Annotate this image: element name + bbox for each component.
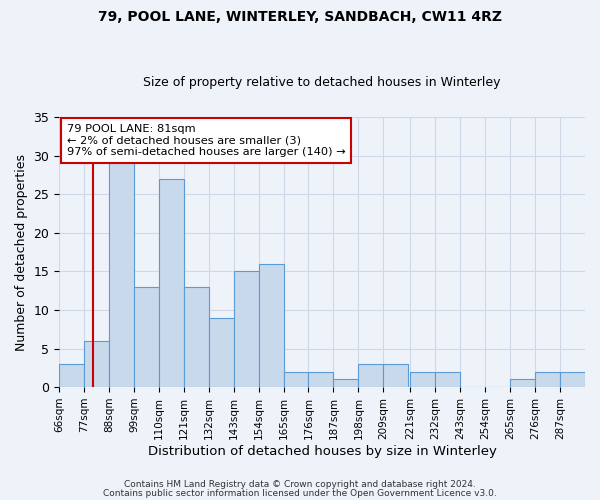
Bar	[358, 364, 383, 387]
Bar	[535, 372, 560, 387]
Bar	[209, 318, 233, 387]
X-axis label: Distribution of detached houses by size in Winterley: Distribution of detached houses by size …	[148, 444, 497, 458]
Y-axis label: Number of detached properties: Number of detached properties	[15, 154, 28, 350]
Bar	[109, 164, 134, 387]
Text: 79, POOL LANE, WINTERLEY, SANDBACH, CW11 4RZ: 79, POOL LANE, WINTERLEY, SANDBACH, CW11…	[98, 10, 502, 24]
Bar	[233, 272, 259, 387]
Bar	[383, 364, 408, 387]
Bar	[308, 372, 334, 387]
Bar	[184, 287, 209, 387]
Title: Size of property relative to detached houses in Winterley: Size of property relative to detached ho…	[143, 76, 501, 90]
Bar	[134, 287, 159, 387]
Bar	[284, 372, 308, 387]
Bar	[436, 372, 460, 387]
Text: Contains public sector information licensed under the Open Government Licence v3: Contains public sector information licen…	[103, 488, 497, 498]
Bar	[159, 179, 184, 387]
Bar	[410, 372, 436, 387]
Text: 79 POOL LANE: 81sqm
← 2% of detached houses are smaller (3)
97% of semi-detached: 79 POOL LANE: 81sqm ← 2% of detached hou…	[67, 124, 346, 157]
Bar	[510, 380, 535, 387]
Bar	[59, 364, 84, 387]
Bar	[259, 264, 284, 387]
Bar	[84, 341, 109, 387]
Bar	[560, 372, 585, 387]
Text: Contains HM Land Registry data © Crown copyright and database right 2024.: Contains HM Land Registry data © Crown c…	[124, 480, 476, 489]
Bar	[334, 380, 358, 387]
